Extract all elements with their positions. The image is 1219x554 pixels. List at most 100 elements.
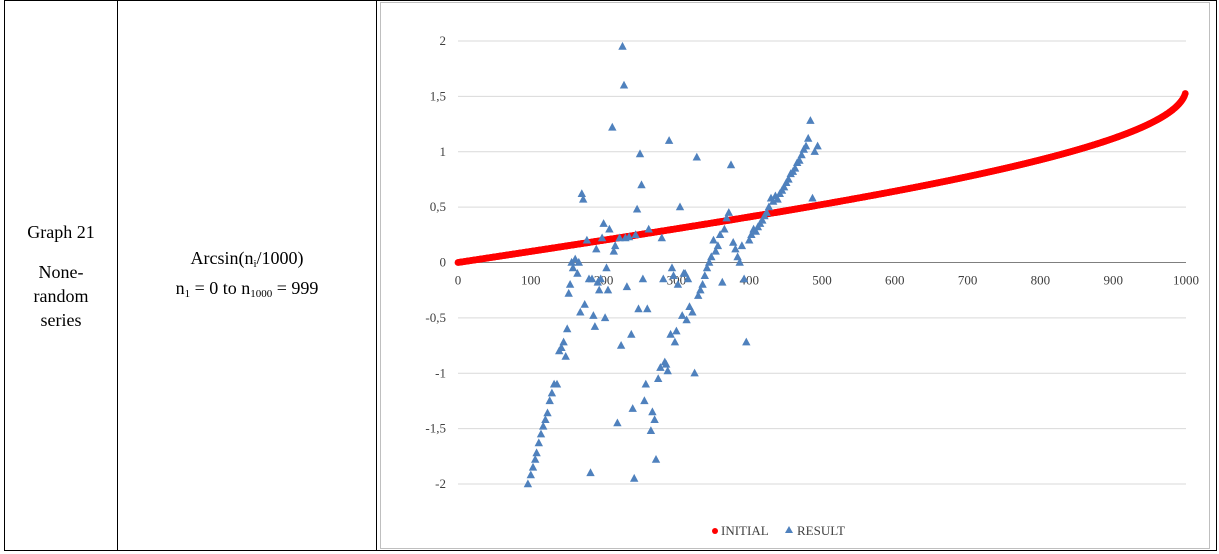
legend-result-label: RESULT	[797, 523, 845, 538]
gridlines	[458, 40, 1186, 485]
result-point	[577, 189, 586, 197]
result-point	[643, 304, 652, 313]
result-point	[613, 418, 622, 427]
y-tick-label: -1,5	[425, 421, 446, 436]
x-tick-label: 600	[885, 273, 905, 288]
result-point	[534, 438, 543, 447]
result-point	[640, 396, 649, 405]
x-tick-label: 500	[812, 273, 832, 288]
result-point	[590, 322, 600, 330]
result-point	[596, 274, 605, 283]
result-point	[526, 470, 535, 479]
result-point	[648, 407, 657, 416]
graph-label: Graph 21	[27, 221, 95, 242]
result-point	[589, 311, 598, 319]
result-point	[762, 208, 771, 216]
result-point	[628, 404, 637, 412]
result-point	[559, 337, 568, 346]
result-point	[650, 415, 659, 423]
result-point	[595, 285, 604, 294]
result-point	[739, 274, 749, 283]
chart-border	[380, 2, 1210, 549]
result-point	[764, 202, 774, 211]
result-point	[564, 288, 573, 297]
result-point	[587, 274, 597, 283]
result-point	[758, 215, 767, 224]
result-point	[630, 473, 639, 482]
y-tick-label: -1	[435, 365, 446, 380]
result-point	[631, 230, 640, 238]
result-point	[634, 304, 643, 313]
result-point	[700, 271, 709, 279]
result-point	[795, 156, 804, 164]
result-point	[523, 479, 533, 488]
result-point	[663, 366, 672, 375]
result-point	[694, 291, 703, 299]
result-point	[790, 163, 800, 172]
result-point	[541, 415, 550, 423]
result-point	[797, 150, 806, 159]
result-point	[726, 160, 736, 169]
result-point	[685, 302, 694, 310]
x-tick-label: 1000	[1173, 273, 1199, 288]
result-point	[609, 246, 618, 255]
result-point	[722, 213, 731, 222]
result-point	[667, 263, 677, 272]
result-point	[597, 233, 607, 242]
result-point	[646, 426, 656, 434]
result-point	[664, 136, 674, 144]
formula-range: n1 = 0 to n1000 = 999	[175, 277, 319, 300]
table-row: Graph 21 None- random series Arcsin(ni/1…	[4, 0, 1217, 551]
series-desc-2: random	[33, 285, 89, 306]
result-point	[735, 257, 744, 266]
initial-point	[1181, 90, 1189, 97]
result-point	[654, 374, 663, 382]
result-point	[565, 280, 575, 288]
result-point	[702, 263, 712, 272]
result-point	[724, 208, 733, 216]
result-point	[586, 468, 595, 477]
result-point	[675, 202, 685, 211]
result-point	[624, 232, 634, 241]
result-point	[801, 141, 811, 150]
y-tick-label: 2	[440, 33, 447, 48]
result-point	[611, 241, 620, 250]
result-point	[682, 315, 691, 324]
y-tick-label: -2	[435, 476, 446, 491]
result-point	[618, 41, 627, 50]
x-tick-label: 800	[1031, 273, 1051, 288]
result-point	[627, 329, 636, 338]
result-point	[599, 219, 608, 227]
x-tick-label: 0	[455, 273, 462, 288]
legend-initial-label: INITIAL	[721, 523, 769, 538]
result-point	[561, 352, 570, 360]
result-point	[532, 448, 541, 457]
result-point	[784, 174, 793, 183]
result-point	[669, 271, 678, 279]
result-point	[659, 274, 668, 283]
result-point	[632, 204, 642, 213]
result-point	[543, 408, 552, 417]
result-point	[769, 197, 778, 205]
result-point	[779, 182, 789, 191]
result-point	[731, 244, 740, 253]
formula-cell: Arcsin(ni/1000) n1 = 0 to n1000 = 999	[117, 0, 377, 551]
result-point	[680, 269, 690, 277]
result-point	[729, 238, 738, 246]
results-table: Graph 21 None- random series Arcsin(ni/1…	[4, 0, 1217, 551]
result-point	[539, 421, 548, 430]
result-point	[745, 235, 754, 244]
result-point	[615, 233, 624, 242]
result-point	[673, 280, 683, 288]
result-point	[696, 285, 705, 294]
result-point	[602, 263, 611, 272]
result-point	[713, 241, 723, 250]
result-point	[619, 80, 629, 89]
y-tick-label: 0,5	[430, 199, 446, 214]
result-point	[718, 277, 727, 286]
result-point	[705, 257, 714, 266]
result-point	[773, 194, 782, 203]
result-point	[635, 149, 645, 158]
scatter-chart: 21,510,50-0,5-1-1,5-2 010020030040050060…	[380, 2, 1210, 549]
result-point	[605, 224, 614, 233]
